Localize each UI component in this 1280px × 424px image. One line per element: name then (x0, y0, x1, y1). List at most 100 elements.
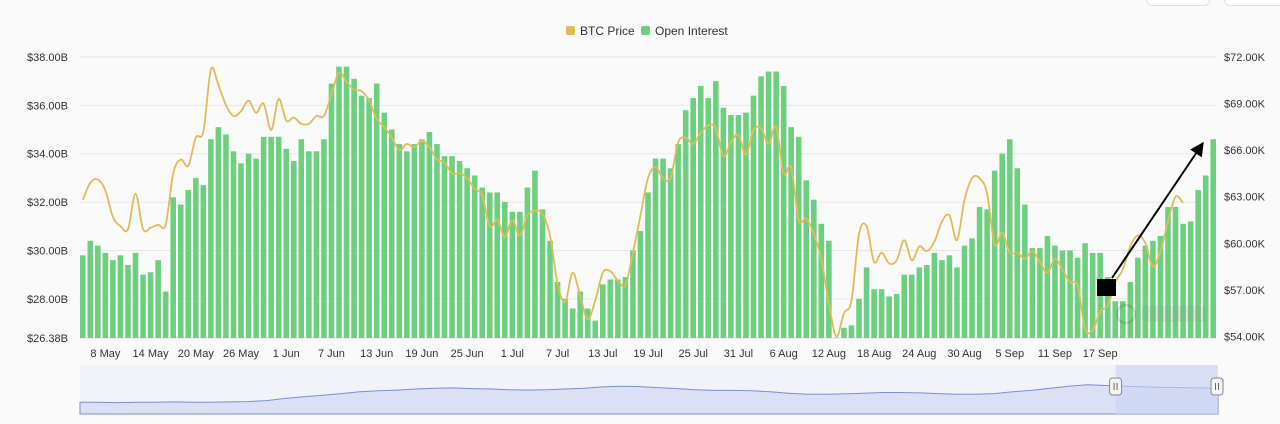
open-interest-bar[interactable] (456, 160, 463, 338)
open-interest-bar[interactable] (306, 151, 312, 338)
open-interest-bar[interactable] (554, 281, 561, 338)
open-interest-bar[interactable] (893, 293, 900, 338)
open-interest-bar[interactable] (848, 325, 855, 338)
open-interest-bar[interactable] (396, 144, 403, 338)
open-interest-bar[interactable] (343, 66, 350, 339)
open-interest-bar[interactable] (826, 240, 832, 338)
open-interest-bar[interactable] (675, 144, 681, 338)
open-interest-bar[interactable] (1142, 245, 1149, 338)
open-interest-bar[interactable] (373, 83, 380, 339)
open-interest-bar[interactable] (667, 168, 674, 338)
open-interest-bar[interactable] (758, 76, 764, 339)
open-interest-bar[interactable] (569, 308, 576, 338)
open-interest-bar[interactable] (1210, 139, 1217, 338)
open-interest-bar[interactable] (1150, 240, 1156, 338)
open-interest-bar[interactable] (818, 223, 825, 338)
navigator-handle-right[interactable] (1210, 377, 1224, 396)
open-interest-bar[interactable] (524, 187, 531, 338)
navigator-handle-left[interactable] (1109, 377, 1123, 396)
open-interest-bar[interactable] (238, 163, 244, 338)
open-interest-bar[interactable] (856, 298, 862, 338)
open-interest-bar[interactable] (886, 296, 892, 338)
open-interest-bar[interactable] (79, 255, 86, 338)
open-interest-bar[interactable] (1165, 206, 1171, 338)
open-interest-bar[interactable] (110, 260, 116, 338)
open-interest-bar[interactable] (795, 136, 802, 338)
open-interest-bar[interactable] (577, 291, 583, 338)
open-interest-bar[interactable] (622, 277, 629, 338)
open-interest-bar[interactable] (260, 136, 267, 338)
open-interest-bar[interactable] (773, 71, 779, 339)
open-interest-bar[interactable] (449, 156, 455, 338)
open-interest-bar[interactable] (185, 190, 192, 338)
open-interest-bar[interactable] (162, 291, 169, 338)
open-interest-bar[interactable] (215, 127, 222, 338)
open-interest-bar[interactable] (607, 279, 614, 338)
open-interest-bar[interactable] (1135, 257, 1141, 338)
open-interest-bar[interactable] (841, 327, 847, 338)
open-interest-bar[interactable] (584, 308, 591, 338)
open-interest-bar[interactable] (275, 136, 282, 338)
open-interest-bar[interactable] (388, 129, 395, 338)
open-interest-bar[interactable] (705, 98, 712, 338)
open-interest-bar[interactable] (878, 289, 885, 338)
open-interest-bar[interactable] (991, 170, 998, 338)
open-interest-bar[interactable] (1104, 277, 1111, 338)
open-interest-bar[interactable] (946, 255, 953, 338)
open-interest-bar[interactable] (509, 211, 516, 338)
open-interest-bar[interactable] (811, 199, 817, 338)
open-interest-bar[interactable] (223, 134, 229, 338)
open-interest-bar[interactable] (358, 95, 365, 338)
open-interest-bar[interactable] (1044, 235, 1051, 338)
open-interest-bar[interactable] (313, 151, 320, 338)
open-interest-bar[interactable] (1187, 221, 1194, 338)
open-interest-bar[interactable] (1157, 235, 1164, 338)
open-interest-bar[interactable] (102, 252, 109, 338)
open-interest-bar[interactable] (517, 211, 523, 338)
open-interest-bar[interactable] (1022, 204, 1028, 338)
open-interest-bar[interactable] (690, 98, 697, 338)
open-interest-bar[interactable] (645, 192, 651, 338)
open-interest-bar[interactable] (245, 153, 252, 338)
open-interest-bar[interactable] (321, 139, 327, 338)
open-interest-bar[interactable] (125, 264, 131, 338)
open-interest-bar[interactable] (253, 158, 259, 338)
open-interest-bar[interactable] (1120, 301, 1126, 338)
open-interest-bar[interactable] (976, 206, 983, 338)
open-interest-bar[interactable] (780, 86, 787, 338)
open-interest-bar[interactable] (682, 110, 689, 338)
open-interest-bar[interactable] (155, 260, 161, 338)
open-interest-bar[interactable] (366, 98, 372, 338)
open-interest-bar[interactable] (999, 153, 1006, 338)
open-interest-bar[interactable] (924, 264, 930, 338)
open-interest-bar[interactable] (1172, 206, 1179, 338)
open-interest-bar[interactable] (599, 284, 606, 338)
open-interest-bar[interactable] (404, 151, 410, 338)
open-interest-bar[interactable] (1180, 223, 1186, 338)
open-interest-bar[interactable] (441, 156, 448, 338)
open-interest-bar[interactable] (961, 245, 968, 338)
open-interest-bar[interactable] (1029, 248, 1036, 338)
open-interest-bar[interactable] (954, 267, 960, 338)
open-interest-bar[interactable] (871, 289, 877, 338)
open-interest-bar[interactable] (660, 158, 666, 338)
open-interest-bar[interactable] (735, 115, 742, 338)
open-interest-bar[interactable] (230, 151, 237, 338)
open-interest-bar[interactable] (908, 274, 915, 338)
open-interest-bar[interactable] (728, 115, 734, 338)
open-interest-bar[interactable] (652, 158, 659, 338)
open-interest-bar[interactable] (615, 279, 621, 338)
open-interest-bar[interactable] (147, 272, 154, 338)
open-interest-bar[interactable] (1037, 248, 1043, 338)
open-interest-bar[interactable] (1089, 252, 1096, 338)
open-interest-bar[interactable] (916, 267, 923, 338)
open-interest-bar[interactable] (637, 231, 644, 338)
open-interest-bar[interactable] (486, 192, 493, 338)
open-interest-bar[interactable] (592, 320, 599, 338)
open-interest-bar[interactable] (1067, 250, 1073, 338)
open-interest-bar[interactable] (494, 192, 501, 338)
open-interest-bar[interactable] (743, 112, 749, 338)
open-interest-bar[interactable] (328, 83, 335, 339)
open-interest-bar[interactable] (547, 240, 553, 338)
open-interest-bar[interactable] (177, 204, 184, 338)
